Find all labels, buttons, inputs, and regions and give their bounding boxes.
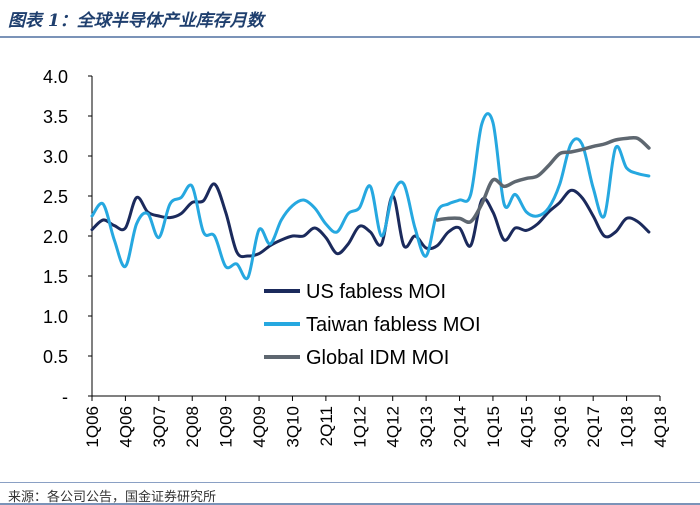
x-tick-label: 1Q06 [83, 406, 102, 448]
series-line-taiwan-fabless-moi [90, 112, 651, 281]
x-tick-label: 1Q12 [350, 406, 369, 448]
x-tick-label: 1Q09 [217, 406, 236, 448]
series-line-global-idm-moi [435, 135, 651, 224]
y-tick-label: 1.5 [43, 267, 68, 287]
x-tick-label: 4Q18 [651, 406, 670, 448]
x-tick-label: 3Q07 [150, 406, 169, 448]
x-tick-label: 1Q18 [618, 406, 637, 448]
y-tick-label: 4.0 [43, 67, 68, 87]
y-tick-label: - [62, 387, 68, 407]
x-tick-label: 2Q11 [317, 406, 336, 446]
top-rule [0, 36, 700, 38]
y-tick-label: 1.0 [43, 307, 68, 327]
y-tick-label: 2.5 [43, 187, 68, 207]
legend-label: Taiwan fabless MOI [306, 314, 481, 336]
figure-source: 来源：各公司公告，国金证券研究所 [8, 490, 217, 505]
x-tick-label: 4Q15 [517, 406, 536, 448]
x-tick-label: 3Q10 [283, 406, 302, 448]
x-tick-label: 4Q09 [250, 406, 269, 448]
x-tick-label: 1Q15 [484, 406, 503, 448]
x-tick-label: 3Q13 [417, 406, 436, 448]
x-tick-label: 4Q12 [384, 406, 403, 448]
x-tick-label: 2Q17 [584, 406, 603, 448]
x-tick-label: 2Q14 [451, 406, 470, 448]
x-tick-label: 3Q16 [551, 406, 570, 448]
figure-header: 图表 1：全球半导体产业库存月数 [0, 0, 700, 36]
bottom-rule-2 [0, 503, 700, 505]
series-line-us-fabless-moi [90, 182, 651, 259]
legend-label: Global IDM MOI [306, 347, 449, 369]
y-tick-label: 2.0 [43, 227, 68, 247]
y-tick-label: 0.5 [43, 347, 68, 367]
x-tick-label: 2Q08 [183, 406, 202, 448]
y-tick-label: 3.0 [43, 147, 68, 167]
x-tick-label: 4Q06 [116, 406, 135, 448]
legend-label: US fabless MOI [306, 281, 446, 303]
bottom-rule [0, 482, 700, 483]
figure-title: 图表 1：全球半导体产业库存月数 [8, 11, 264, 31]
y-tick-label: 3.5 [43, 107, 68, 127]
